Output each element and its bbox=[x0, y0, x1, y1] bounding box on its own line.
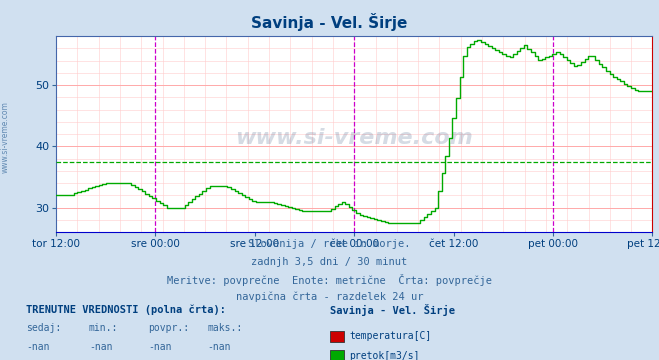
Text: -nan: -nan bbox=[89, 342, 113, 352]
Text: www.si-vreme.com: www.si-vreme.com bbox=[235, 128, 473, 148]
Text: TRENUTNE VREDNOSTI (polna črta):: TRENUTNE VREDNOSTI (polna črta): bbox=[26, 304, 226, 315]
Text: povpr.:: povpr.: bbox=[148, 323, 189, 333]
Text: temperatura[C]: temperatura[C] bbox=[349, 331, 432, 341]
Text: www.si-vreme.com: www.si-vreme.com bbox=[1, 101, 10, 173]
Text: min.:: min.: bbox=[89, 323, 119, 333]
Text: sedaj:: sedaj: bbox=[26, 323, 61, 333]
Text: Meritve: povprečne  Enote: metrične  Črta: povprečje: Meritve: povprečne Enote: metrične Črta:… bbox=[167, 274, 492, 286]
Text: -nan: -nan bbox=[208, 342, 231, 352]
Text: Slovenija / reke in morje.: Slovenija / reke in morje. bbox=[248, 239, 411, 249]
Text: zadnjh 3,5 dni / 30 minut: zadnjh 3,5 dni / 30 minut bbox=[251, 257, 408, 267]
Text: -nan: -nan bbox=[26, 342, 50, 352]
Text: Savinja - Vel. Širje: Savinja - Vel. Širje bbox=[330, 304, 455, 316]
Text: navpična črta - razdelek 24 ur: navpična črta - razdelek 24 ur bbox=[236, 291, 423, 302]
Text: maks.:: maks.: bbox=[208, 323, 243, 333]
Text: -nan: -nan bbox=[148, 342, 172, 352]
Text: Savinja - Vel. Širje: Savinja - Vel. Širje bbox=[251, 13, 408, 31]
Text: pretok[m3/s]: pretok[m3/s] bbox=[349, 351, 420, 360]
